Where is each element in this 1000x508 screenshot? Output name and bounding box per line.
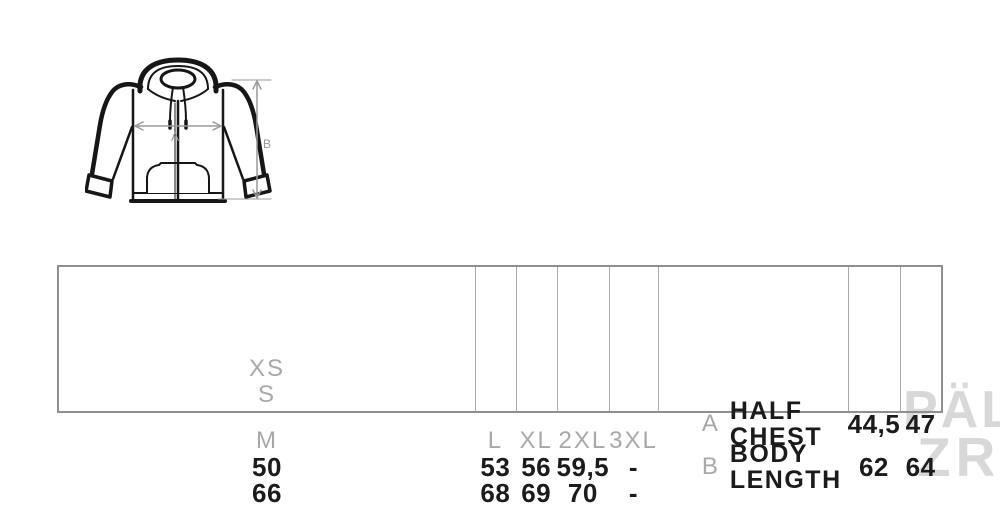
hood-opening — [159, 68, 197, 90]
column-divider — [609, 267, 658, 411]
brand-watermark: PÄL ZR — [903, 384, 1000, 485]
brand-watermark-line2: ZR — [917, 426, 1000, 488]
body-length-value-xl: 69 — [521, 478, 552, 508]
half-chest-value-l: 53 — [480, 452, 511, 482]
chest-arrowhead-left — [133, 121, 144, 131]
hood-outer-outline — [137, 57, 219, 94]
size-header-2xl: 2XL — [558, 427, 608, 454]
half-chest-value-3xl: - — [628, 452, 639, 482]
size-header-xs: XS — [248, 355, 285, 382]
size-header-xl: XL — [519, 427, 553, 454]
row-prefix-b: B — [701, 453, 718, 480]
row-label-body-length: B BODY LENGTH — [658, 441, 848, 493]
left-sleeve-outline — [89, 82, 144, 177]
row-label-half-chest: A HALF CHEST — [658, 398, 848, 450]
right-drawstring — [182, 86, 187, 122]
half-chest-value-s: 47 — [905, 409, 936, 439]
column-divider — [515, 267, 557, 411]
hood-collar-left — [147, 88, 176, 102]
column-divider — [556, 267, 610, 411]
left-sleeve-inner-seam — [111, 125, 134, 181]
body-length-value-xs: 62 — [858, 452, 889, 482]
right-sleeve-outline — [212, 82, 267, 177]
size-table: XS S M L XL 2XL 3XL A HALF CHEST 44,5 47… — [57, 265, 943, 506]
column-divider — [847, 267, 901, 411]
chest-arrowhead-right — [212, 121, 223, 131]
column-divider — [475, 267, 516, 411]
half-chest-value-m: 50 — [252, 452, 282, 482]
half-chest-value-xl: 56 — [521, 452, 552, 482]
body-length-value-s: 64 — [905, 452, 936, 482]
row-label-text-body-length: BODY LENGTH — [729, 440, 842, 494]
right-sleeve-inner-seam — [222, 125, 245, 181]
left-drawstring — [169, 86, 174, 122]
body-length-value-3xl: - — [628, 478, 639, 508]
column-divider — [900, 267, 941, 411]
body-length-value-2xl: 70 — [567, 478, 598, 508]
half-chest-value-2xl: 59,5 — [556, 452, 610, 482]
hood-inner-edge — [147, 65, 209, 90]
header-spacer-cell — [59, 267, 475, 293]
column-divider — [657, 267, 848, 411]
hood-collar-right — [180, 88, 209, 102]
size-header-3xl: 3XL — [609, 427, 658, 454]
size-header-l: L — [487, 427, 504, 454]
body-length-value-l: 68 — [480, 478, 511, 508]
left-cuff — [84, 173, 114, 199]
size-header-s: S — [257, 381, 276, 408]
length-arrowhead-bottom — [252, 189, 262, 200]
hoodie-drawing: A B — [84, 57, 272, 203]
brand-watermark-line1: PÄL — [903, 381, 1000, 439]
size-header-m: M — [256, 427, 278, 454]
body-length-value-m: 66 — [252, 478, 282, 508]
hoodie-diagram: A B — [84, 55, 285, 210]
length-arrowhead-top — [252, 79, 262, 90]
row-label-text-half-chest: HALF CHEST — [729, 397, 823, 451]
row-prefix-a: A — [701, 410, 718, 437]
half-chest-value-xs: 44,5 — [847, 409, 901, 439]
chest-dimension-label: A — [171, 130, 179, 144]
length-dimension-label: B — [263, 137, 271, 151]
